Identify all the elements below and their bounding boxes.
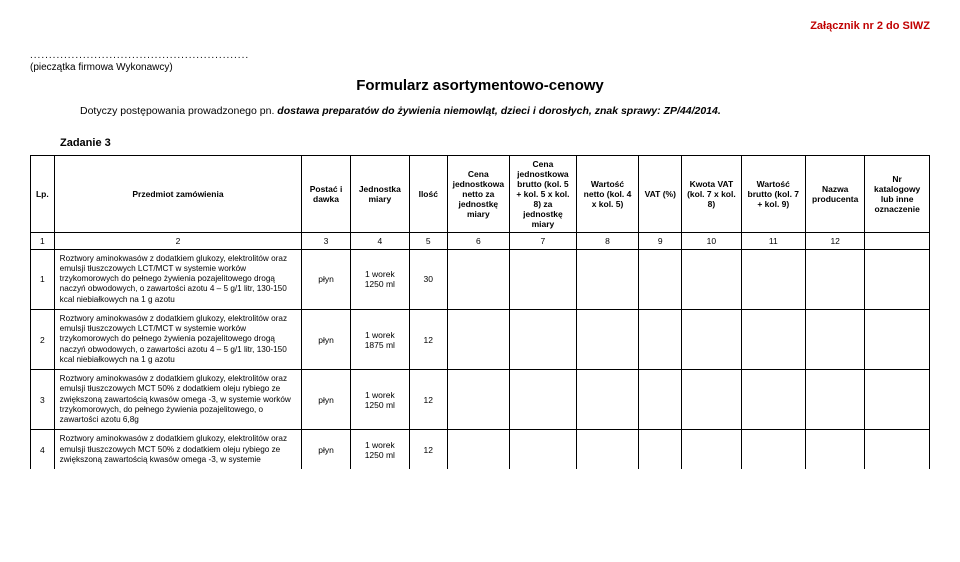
cell-empty	[682, 370, 741, 430]
cell-empty	[741, 370, 806, 430]
cell-empty	[510, 309, 577, 369]
cell-empty	[510, 430, 577, 469]
table-header-row: Lp. Przedmiot zamówienia Postać i dawka …	[31, 155, 930, 232]
table-row: 2 Roztwory aminokwasów z dodatkiem gluko…	[31, 309, 930, 369]
form-title: Formularz asortymentowo-cenowy	[30, 77, 930, 94]
cell-desc: Roztwory aminokwasów z dodatkiem glukozy…	[54, 309, 302, 369]
cell-empty	[447, 430, 509, 469]
cell-empty	[682, 249, 741, 309]
intro-line: Dotyczy postępowania prowadzonego pn. do…	[80, 104, 930, 119]
cell-lp: 4	[31, 430, 55, 469]
colnum	[865, 232, 930, 249]
cell-empty	[447, 249, 509, 309]
cell-empty	[806, 370, 865, 430]
cell-qty: 12	[409, 370, 447, 430]
cell-empty	[741, 249, 806, 309]
cell-lp: 3	[31, 370, 55, 430]
cell-empty	[639, 309, 682, 369]
cell-qty: 30	[409, 249, 447, 309]
cell-empty	[806, 249, 865, 309]
cell-empty	[639, 370, 682, 430]
cell-empty	[447, 309, 509, 369]
cell-unit: 1 worek 1250 ml	[350, 430, 409, 469]
stamp-dots: ........................................…	[30, 50, 930, 61]
cell-unit: 1 worek 1250 ml	[350, 370, 409, 430]
th-producer: Nazwa producenta	[806, 155, 865, 232]
cell-qty: 12	[409, 430, 447, 469]
th-catalog: Nr katalogowy lub inne oznaczenie	[865, 155, 930, 232]
cell-empty	[741, 430, 806, 469]
cell-empty	[639, 249, 682, 309]
colnum: 12	[806, 232, 865, 249]
cell-empty	[576, 249, 638, 309]
table-number-row: 1 2 3 4 5 6 7 8 9 10 11 12	[31, 232, 930, 249]
table-row: 3 Roztwory aminokwasów z dodatkiem gluko…	[31, 370, 930, 430]
cell-empty	[865, 309, 930, 369]
task-label: Zadanie 3	[60, 137, 930, 149]
colnum: 3	[302, 232, 350, 249]
table-row: 4 Roztwory aminokwasów z dodatkiem gluko…	[31, 430, 930, 469]
cell-empty	[865, 370, 930, 430]
cell-empty	[741, 309, 806, 369]
cell-form: płyn	[302, 430, 350, 469]
stamp-caption: (pieczątka firmowa Wykonawcy)	[30, 62, 930, 73]
table-row: 1 Roztwory aminokwasów z dodatkiem gluko…	[31, 249, 930, 309]
cell-empty	[510, 370, 577, 430]
pricing-table: Lp. Przedmiot zamówienia Postać i dawka …	[30, 155, 930, 470]
th-lp: Lp.	[31, 155, 55, 232]
cell-form: płyn	[302, 370, 350, 430]
cell-empty	[682, 309, 741, 369]
th-net-unit: Cena jednostkowa netto za jednostkę miar…	[447, 155, 509, 232]
colnum: 10	[682, 232, 741, 249]
th-vat-amt: Kwota VAT (kol. 7 x kol. 8)	[682, 155, 741, 232]
colnum: 5	[409, 232, 447, 249]
th-gross-val: Wartość brutto (kol. 7 + kol. 9)	[741, 155, 806, 232]
cell-empty	[576, 370, 638, 430]
cell-empty	[806, 309, 865, 369]
cell-empty	[639, 430, 682, 469]
th-vat: VAT (%)	[639, 155, 682, 232]
cell-form: płyn	[302, 309, 350, 369]
cell-empty	[576, 430, 638, 469]
colnum: 11	[741, 232, 806, 249]
cell-empty	[447, 370, 509, 430]
colnum: 1	[31, 232, 55, 249]
cell-desc: Roztwory aminokwasów z dodatkiem glukozy…	[54, 370, 302, 430]
th-desc: Przedmiot zamówienia	[54, 155, 302, 232]
cell-empty	[576, 309, 638, 369]
colnum: 8	[576, 232, 638, 249]
cell-empty	[510, 249, 577, 309]
intro-prefix: Dotyczy postępowania prowadzonego pn.	[80, 105, 277, 117]
cell-empty	[682, 430, 741, 469]
cell-unit: 1 worek 1875 ml	[350, 309, 409, 369]
cell-lp: 2	[31, 309, 55, 369]
colnum: 2	[54, 232, 302, 249]
colnum: 7	[510, 232, 577, 249]
cell-qty: 12	[409, 309, 447, 369]
cell-empty	[865, 430, 930, 469]
intro-bold: dostawa preparatów do żywienia niemowląt…	[277, 105, 720, 117]
cell-desc: Roztwory aminokwasów z dodatkiem glukozy…	[54, 430, 302, 469]
attachment-label: Załącznik nr 2 do SIWZ	[30, 20, 930, 32]
cell-empty	[865, 249, 930, 309]
cell-lp: 1	[31, 249, 55, 309]
th-form: Postać i dawka	[302, 155, 350, 232]
colnum: 4	[350, 232, 409, 249]
cell-empty	[806, 430, 865, 469]
colnum: 6	[447, 232, 509, 249]
colnum: 9	[639, 232, 682, 249]
th-unit: Jednostka miary	[350, 155, 409, 232]
th-gross-unit: Cena jednostkowa brutto (kol. 5 + kol. 5…	[510, 155, 577, 232]
cell-desc: Roztwory aminokwasów z dodatkiem glukozy…	[54, 249, 302, 309]
th-net-val: Wartość netto (kol. 4 x kol. 5)	[576, 155, 638, 232]
cell-form: płyn	[302, 249, 350, 309]
cell-unit: 1 worek 1250 ml	[350, 249, 409, 309]
th-qty: Ilość	[409, 155, 447, 232]
